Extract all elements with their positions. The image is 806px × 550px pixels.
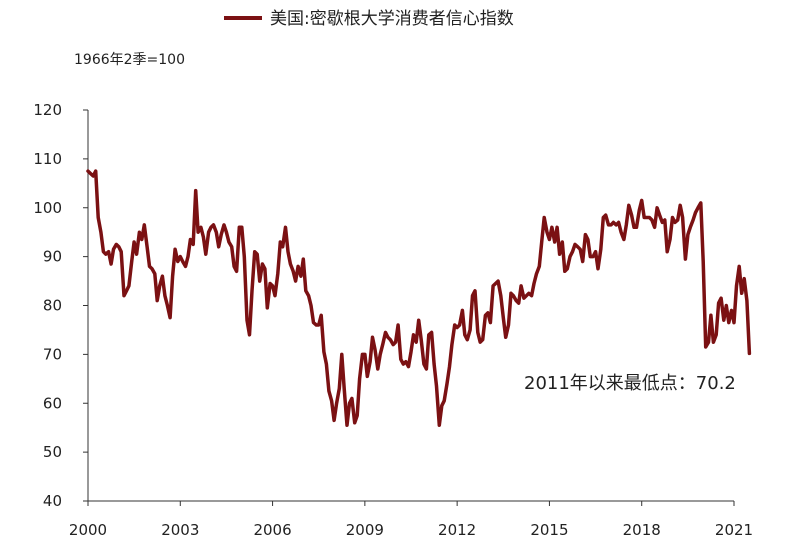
unit-note: 1966年2季=100 <box>74 52 185 68</box>
y-axis: 40 50 60 70 80 90 100 110 120 <box>33 101 89 510</box>
y-tick-label: 90 <box>43 248 62 266</box>
series-line <box>86 169 752 427</box>
y-tick-label: 50 <box>43 443 62 461</box>
x-axis: 2000 2003 2006 2009 2012 2015 2018 2021 <box>69 500 753 539</box>
y-tick-label: 100 <box>33 199 62 217</box>
y-tick-label: 120 <box>33 101 62 119</box>
x-tick-label: 2006 <box>253 521 291 539</box>
annotation-label: 2011年以来最低点：70.2 <box>524 373 736 394</box>
x-tick-label: 2015 <box>530 521 568 539</box>
legend: 美国:密歇根大学消费者信心指数 <box>224 9 514 29</box>
y-tick-label: 70 <box>43 345 62 363</box>
y-tick-label: 40 <box>43 492 62 510</box>
y-tick-label: 60 <box>43 394 62 412</box>
x-tick-label: 2009 <box>346 521 384 539</box>
legend-label: 美国:密歇根大学消费者信心指数 <box>270 9 514 29</box>
y-tick-label: 80 <box>43 297 62 315</box>
x-tick-label: 2018 <box>623 521 661 539</box>
x-tick-label: 2003 <box>161 521 199 539</box>
x-tick-label: 2012 <box>438 521 476 539</box>
y-tick-label: 110 <box>33 150 62 168</box>
x-tick-label: 2000 <box>69 521 107 539</box>
x-tick-label: 2021 <box>715 521 753 539</box>
